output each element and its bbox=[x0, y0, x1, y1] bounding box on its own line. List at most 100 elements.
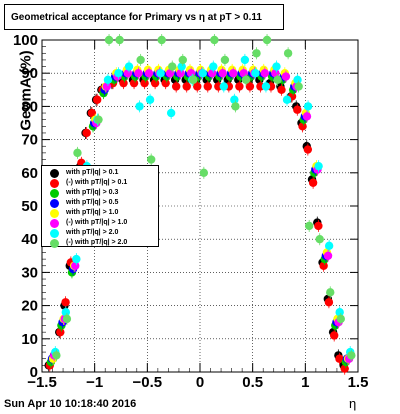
data-point bbox=[324, 241, 334, 251]
data-point bbox=[92, 95, 102, 104]
data-point bbox=[161, 78, 170, 88]
data-point bbox=[52, 351, 61, 360]
data-point bbox=[123, 69, 133, 78]
data-point bbox=[293, 75, 302, 85]
data-point bbox=[277, 85, 286, 95]
data-point bbox=[324, 298, 334, 307]
data-point bbox=[340, 364, 349, 373]
y-tick-label: 40 bbox=[21, 231, 38, 248]
data-point bbox=[145, 95, 155, 104]
data-point bbox=[73, 148, 82, 158]
legend: with pT/|q| > 0.1 (-) with pT/|q| > 0.1 wi… bbox=[41, 165, 159, 248]
legend-label: with pT/|q| > 0.1 bbox=[66, 169, 119, 176]
chart-title: Geometrical acceptance for Primary vs η … bbox=[4, 4, 284, 30]
legend-marker-icon bbox=[50, 229, 59, 238]
legend-entry: with pT/|q| > 2.0 bbox=[42, 228, 158, 238]
data-point bbox=[252, 49, 261, 58]
y-tick-label: 60 bbox=[21, 165, 38, 182]
legend-label: with pT/|q| > 0.3 bbox=[66, 189, 119, 196]
data-point bbox=[230, 95, 239, 104]
data-point bbox=[209, 62, 218, 71]
data-point bbox=[114, 69, 123, 78]
data-point bbox=[203, 82, 212, 91]
data-point bbox=[241, 75, 251, 85]
data-point bbox=[260, 69, 270, 78]
y-tick-label: 30 bbox=[21, 264, 38, 281]
data-point bbox=[198, 69, 207, 78]
data-point bbox=[272, 62, 281, 71]
x-tick-label: 1.5 bbox=[348, 374, 369, 391]
data-point bbox=[261, 82, 271, 91]
legend-marker-icon bbox=[50, 169, 59, 178]
y-tick-label: 10 bbox=[21, 331, 38, 348]
data-point bbox=[156, 69, 165, 78]
data-point bbox=[326, 288, 335, 297]
timestamp: Sun Apr 10 10:18:40 2016 bbox=[4, 398, 137, 410]
legend-label: (-) with pT/|q| > 2.0 bbox=[66, 239, 128, 246]
data-point bbox=[235, 82, 244, 91]
legend-entry: (-) with pT/|q| > 0.1 bbox=[42, 178, 158, 188]
legend-marker-icon bbox=[50, 179, 59, 188]
legend-label: (-) with pT/|q| > 0.1 bbox=[66, 179, 128, 186]
legend-label: with pT/|q| > 0.5 bbox=[66, 199, 119, 206]
data-point bbox=[220, 55, 230, 65]
data-point bbox=[103, 75, 113, 85]
data-point bbox=[315, 235, 324, 244]
legend-entry: with pT/|q| > 0.1 bbox=[42, 168, 158, 178]
data-point bbox=[240, 55, 250, 65]
data-point bbox=[189, 75, 198, 85]
data-point bbox=[319, 261, 328, 270]
data-point bbox=[119, 78, 128, 88]
data-point bbox=[56, 327, 65, 337]
legend-label: with pT/|q| > 1.0 bbox=[66, 209, 119, 216]
data-point bbox=[193, 82, 202, 91]
data-point bbox=[146, 155, 156, 164]
legend-marker-icon bbox=[50, 199, 59, 208]
data-point bbox=[166, 108, 176, 118]
legend-entry: with pT/|q| > 0.5 bbox=[42, 198, 158, 208]
x-tick-label: 0.5 bbox=[242, 374, 263, 391]
data-point bbox=[273, 75, 282, 85]
data-point bbox=[102, 82, 112, 91]
legend-marker-icon bbox=[50, 219, 59, 228]
x-tick-label: −0.5 bbox=[133, 374, 163, 391]
data-point bbox=[134, 69, 143, 78]
legend-entry: with pT/|q| > 1.0 bbox=[42, 208, 158, 218]
data-point bbox=[245, 82, 255, 91]
legend-marker-icon bbox=[50, 189, 59, 198]
data-point bbox=[303, 102, 313, 111]
data-point bbox=[282, 95, 292, 104]
data-point bbox=[94, 115, 103, 124]
data-point bbox=[177, 62, 186, 71]
data-point bbox=[329, 331, 339, 340]
data-point bbox=[150, 78, 160, 88]
data-point bbox=[314, 161, 323, 171]
legend-entry: (-) with pT/|q| > 2.0 bbox=[42, 238, 158, 248]
data-point bbox=[323, 251, 333, 260]
data-point bbox=[135, 102, 144, 111]
x-tick-label: −1 bbox=[86, 374, 103, 391]
y-tick-label: 70 bbox=[21, 132, 38, 149]
data-point bbox=[144, 69, 154, 78]
data-point bbox=[251, 69, 260, 78]
data-point bbox=[218, 69, 227, 78]
data-point bbox=[104, 35, 114, 45]
data-point bbox=[207, 69, 217, 78]
data-point bbox=[61, 298, 70, 307]
y-tick-label: 20 bbox=[21, 298, 38, 315]
data-point bbox=[262, 35, 272, 45]
data-point bbox=[61, 308, 71, 317]
data-point bbox=[304, 221, 314, 231]
data-point bbox=[335, 308, 344, 317]
data-point bbox=[136, 55, 145, 65]
x-tick-label: 0 bbox=[196, 374, 204, 391]
x-tick-label: 1 bbox=[301, 374, 309, 391]
data-point bbox=[231, 102, 240, 111]
data-point bbox=[303, 145, 313, 154]
data-point bbox=[178, 55, 187, 65]
legend-label: (-) with pT/|q| > 1.0 bbox=[66, 219, 128, 226]
data-point bbox=[176, 69, 185, 78]
data-point bbox=[182, 82, 191, 91]
y-tick-label: 0 bbox=[30, 364, 38, 381]
data-point bbox=[219, 82, 229, 91]
